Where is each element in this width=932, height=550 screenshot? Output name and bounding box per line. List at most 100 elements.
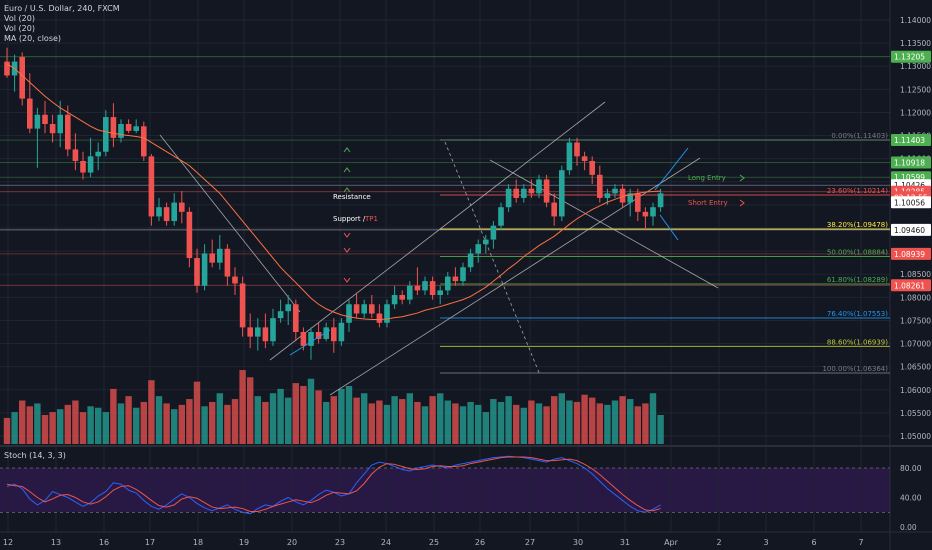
volume-bar [589, 397, 596, 444]
stoch-label[interactable]: Stoch (14, 3, 3) [4, 451, 66, 460]
x-tick-label: 16 [99, 538, 109, 547]
volume-bar [368, 403, 375, 444]
volume-bar [406, 393, 413, 444]
candle-body [376, 313, 383, 323]
y-tick-label: 1.06500 [900, 363, 931, 372]
volume-bar [247, 377, 254, 444]
indicator-label[interactable]: MA (20, close) [4, 34, 62, 43]
volume-bar [102, 412, 109, 444]
volume-bar [383, 404, 391, 444]
annotation-arrow [343, 187, 351, 193]
annotation-support: Support / [333, 215, 366, 223]
volume-bar [26, 406, 33, 444]
candle-body [338, 322, 345, 342]
fib-level-label: 38.20%(1.09478) [827, 221, 888, 229]
candle-body [498, 207, 504, 226]
chart-legend: Euro / U.S. Dollar, 240, FXCM Vol (20) V… [4, 4, 120, 44]
volume-bar [262, 401, 269, 444]
candle-body [331, 327, 337, 342]
volume-bar [467, 401, 474, 444]
candle-body [95, 151, 101, 157]
fib-level-label: 50.00%(1.08884) [827, 248, 888, 256]
candle-body [422, 281, 428, 291]
volume-bar [535, 403, 543, 444]
candle-body [627, 193, 633, 203]
candle-body [232, 276, 238, 284]
candle-body [353, 304, 360, 314]
candle-body [300, 332, 307, 346]
candle-body [467, 253, 474, 268]
candle-body [293, 304, 299, 332]
price-label: 1.08261 [894, 281, 925, 290]
candle-body [361, 304, 367, 314]
volume-bar [323, 401, 330, 444]
trend-line [489, 159, 719, 289]
volume-bar [239, 370, 246, 444]
indicator-label[interactable]: Vol (20) [4, 14, 35, 23]
candle-body [445, 276, 451, 291]
y-tick-label: 1.08500 [900, 270, 931, 279]
volume-bar [110, 388, 117, 444]
volume-bar [285, 397, 292, 444]
volume-bar [254, 396, 261, 444]
volume-bar [558, 393, 565, 444]
volume-bar [315, 390, 322, 444]
trend-line [269, 101, 606, 361]
candle-body [224, 248, 231, 277]
y-tick-label: 1.05500 [900, 409, 931, 418]
candle-body [521, 188, 527, 198]
volume-bar [429, 396, 436, 444]
candle-body [171, 202, 177, 222]
y-tick-label: 1.05000 [900, 432, 931, 441]
candle-body [597, 174, 603, 198]
price-label-box [891, 196, 931, 209]
candle-body [559, 170, 565, 217]
candle-body [452, 276, 459, 282]
volume-bar [437, 393, 444, 444]
candle-body [642, 211, 649, 217]
indicator-label[interactable]: Vol (20) [4, 24, 35, 33]
volume-bar [551, 396, 558, 444]
y-tick-label: 1.13500 [900, 39, 931, 48]
candle-body [505, 188, 512, 208]
stoch-tick-label: 0.00 [900, 523, 917, 532]
volume-bar [391, 396, 398, 444]
projection-arrow [289, 329, 331, 356]
annotation-tp1: TP1 [364, 215, 378, 223]
volume-bar [11, 412, 18, 444]
price-label: 1.10599 [894, 173, 925, 182]
x-tick-label: 30 [573, 538, 583, 547]
volume-bar [596, 403, 603, 444]
volume-bar [41, 415, 49, 444]
y-tick-label: 1.12000 [900, 108, 931, 117]
candle-body [125, 124, 132, 131]
candle-body [27, 98, 33, 129]
candle-body [156, 207, 162, 217]
candle-body [566, 142, 573, 171]
price-label-box [891, 279, 931, 292]
volume-bar [148, 380, 155, 444]
candle-body [255, 327, 261, 337]
candle-body [141, 126, 147, 157]
trend-line [159, 134, 301, 313]
candle-body [346, 304, 352, 323]
price-label-box [891, 247, 931, 260]
volume-bar [125, 396, 132, 444]
candle-body [201, 253, 208, 286]
candle-body [65, 114, 71, 150]
stoch-tick-label: 80.00 [900, 464, 922, 473]
volume-bar [79, 412, 87, 444]
x-tick-label: 2 [716, 538, 721, 547]
candle-body [57, 114, 63, 134]
x-tick-label: 18 [193, 538, 203, 547]
x-tick-label: 25 [429, 538, 439, 547]
candle-body [399, 295, 405, 300]
volume-bar [528, 400, 535, 444]
x-tick-label: 19 [239, 538, 249, 547]
volume-bar [581, 394, 588, 444]
annotation-arrow [739, 199, 745, 207]
candle-body [110, 117, 117, 138]
volume-bar [19, 400, 26, 444]
